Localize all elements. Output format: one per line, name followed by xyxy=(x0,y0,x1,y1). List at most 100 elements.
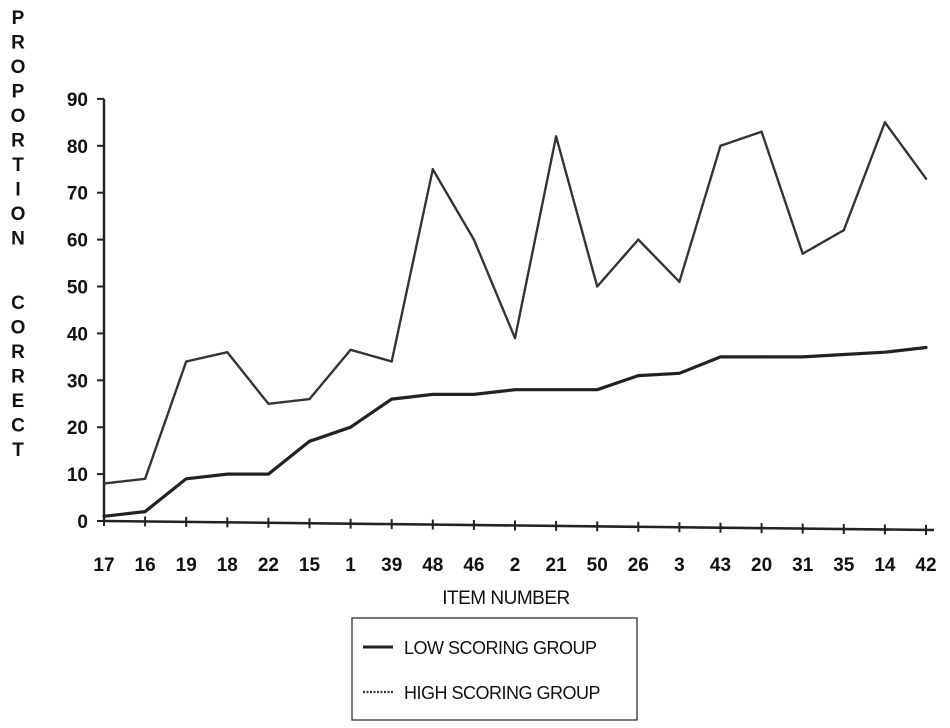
data-point xyxy=(226,472,229,476)
data-point xyxy=(349,348,352,352)
x-tick-label: 21 xyxy=(546,555,568,576)
y-axis-label-letter: P xyxy=(12,8,25,29)
y-axis-label-letter: C xyxy=(11,416,25,437)
y-axis-label-letter: O xyxy=(11,57,26,78)
y-axis-label-letter: R xyxy=(11,131,25,152)
axes xyxy=(102,98,935,532)
x-tick-label: 22 xyxy=(258,555,279,576)
x-tick-label: 42 xyxy=(915,555,936,576)
legend-box xyxy=(351,617,638,721)
data-point xyxy=(801,355,804,359)
y-axis-label-letter: T xyxy=(12,440,24,461)
data-point xyxy=(102,482,106,485)
data-point xyxy=(719,144,722,147)
y-axis-label-letter: R xyxy=(11,367,25,388)
data-point xyxy=(678,372,681,375)
data-point xyxy=(924,346,928,349)
data-point xyxy=(924,177,928,180)
y-tick-label: 90 xyxy=(67,90,88,111)
x-tick-label: 39 xyxy=(381,555,402,576)
data-point xyxy=(554,388,558,391)
x-tick-label: 26 xyxy=(628,555,649,576)
y-tick-label: 80 xyxy=(67,137,88,158)
data-point xyxy=(143,477,147,480)
data-point xyxy=(102,515,106,518)
y-axis-label-letter: I xyxy=(15,180,20,201)
legend-label-low: LOW SCORING GROUP xyxy=(404,638,597,658)
y-axis-label-letter: P xyxy=(12,82,25,103)
legend: LOW SCORING GROUP HIGH SCORING GROUP xyxy=(351,617,638,721)
y-axis-label-letter: C xyxy=(11,293,25,314)
data-point xyxy=(760,130,763,133)
data-point xyxy=(267,472,270,476)
data-point xyxy=(842,353,845,356)
data-point xyxy=(185,360,188,363)
x-tick-label: 19 xyxy=(176,555,197,576)
data-point xyxy=(267,402,270,405)
x-tick-label: 43 xyxy=(710,555,731,576)
y-axis-label-letter: O xyxy=(11,204,26,225)
y-tick-label: 40 xyxy=(67,324,88,345)
x-tick-label: 16 xyxy=(135,555,156,576)
data-point xyxy=(431,393,434,396)
data-point xyxy=(883,121,887,124)
x-tick-label: 31 xyxy=(792,555,814,576)
data-point xyxy=(596,388,599,391)
series-lines xyxy=(102,121,928,518)
data-point xyxy=(719,355,722,359)
data-point xyxy=(760,355,763,359)
y-axis-label-letter: T xyxy=(12,155,24,176)
x-tick-label: 17 xyxy=(93,555,114,576)
x-tick-label: 14 xyxy=(874,555,896,576)
data-point xyxy=(883,350,887,354)
data-point xyxy=(431,168,434,171)
data-point xyxy=(596,285,599,288)
y-tick-label: 20 xyxy=(67,418,88,439)
data-point xyxy=(185,477,188,480)
data-point xyxy=(554,135,558,138)
x-tick-label: 20 xyxy=(751,555,772,576)
data-point xyxy=(637,238,640,241)
x-tick-label: 18 xyxy=(217,555,238,576)
data-point xyxy=(513,336,517,340)
y-tick-label: 70 xyxy=(67,184,88,205)
series-line-low-scoring xyxy=(102,345,928,518)
x-tick-label: 3 xyxy=(674,555,685,576)
x-tick-label: 2 xyxy=(510,555,521,576)
data-point xyxy=(472,393,476,396)
y-tick-label: 50 xyxy=(67,278,88,299)
data-point xyxy=(349,426,352,429)
y-axis-label-letter: O xyxy=(11,318,26,339)
data-point xyxy=(308,440,311,443)
y-axis-label-letter: E xyxy=(12,391,25,412)
x-tick-label: 35 xyxy=(833,555,855,576)
data-point xyxy=(472,238,476,241)
x-axis-line xyxy=(103,519,935,532)
data-point xyxy=(842,229,845,232)
data-point xyxy=(390,397,393,401)
x-tick-label: 46 xyxy=(463,555,484,576)
data-point xyxy=(801,252,804,255)
data-point xyxy=(226,350,229,354)
y-axis-label-letter: O xyxy=(11,106,26,127)
data-point xyxy=(390,360,393,363)
x-axis-label: ITEM NUMBER xyxy=(442,588,570,609)
x-tick-label: 48 xyxy=(422,555,443,576)
x-axis-ticks: 17 16 19 18 22 15 1 39 48 46 2 21 50 26 3 43 20 31 35 14 42 xyxy=(93,516,937,576)
y-axis-label-letter: R xyxy=(11,342,25,363)
data-point xyxy=(637,374,640,377)
series-line-high-scoring xyxy=(102,121,928,485)
x-tick-label: 50 xyxy=(587,555,608,576)
x-tick-label: 1 xyxy=(345,555,356,576)
y-tick-label: 0 xyxy=(77,512,88,533)
y-tick-label: 10 xyxy=(67,465,88,486)
data-point xyxy=(308,397,311,401)
y-axis-label-letter: R xyxy=(11,33,25,54)
y-tick-label: 60 xyxy=(67,231,88,252)
data-point xyxy=(143,510,147,513)
data-point xyxy=(513,388,517,391)
legend-label-high: HIGH SCORING GROUP xyxy=(404,683,601,703)
